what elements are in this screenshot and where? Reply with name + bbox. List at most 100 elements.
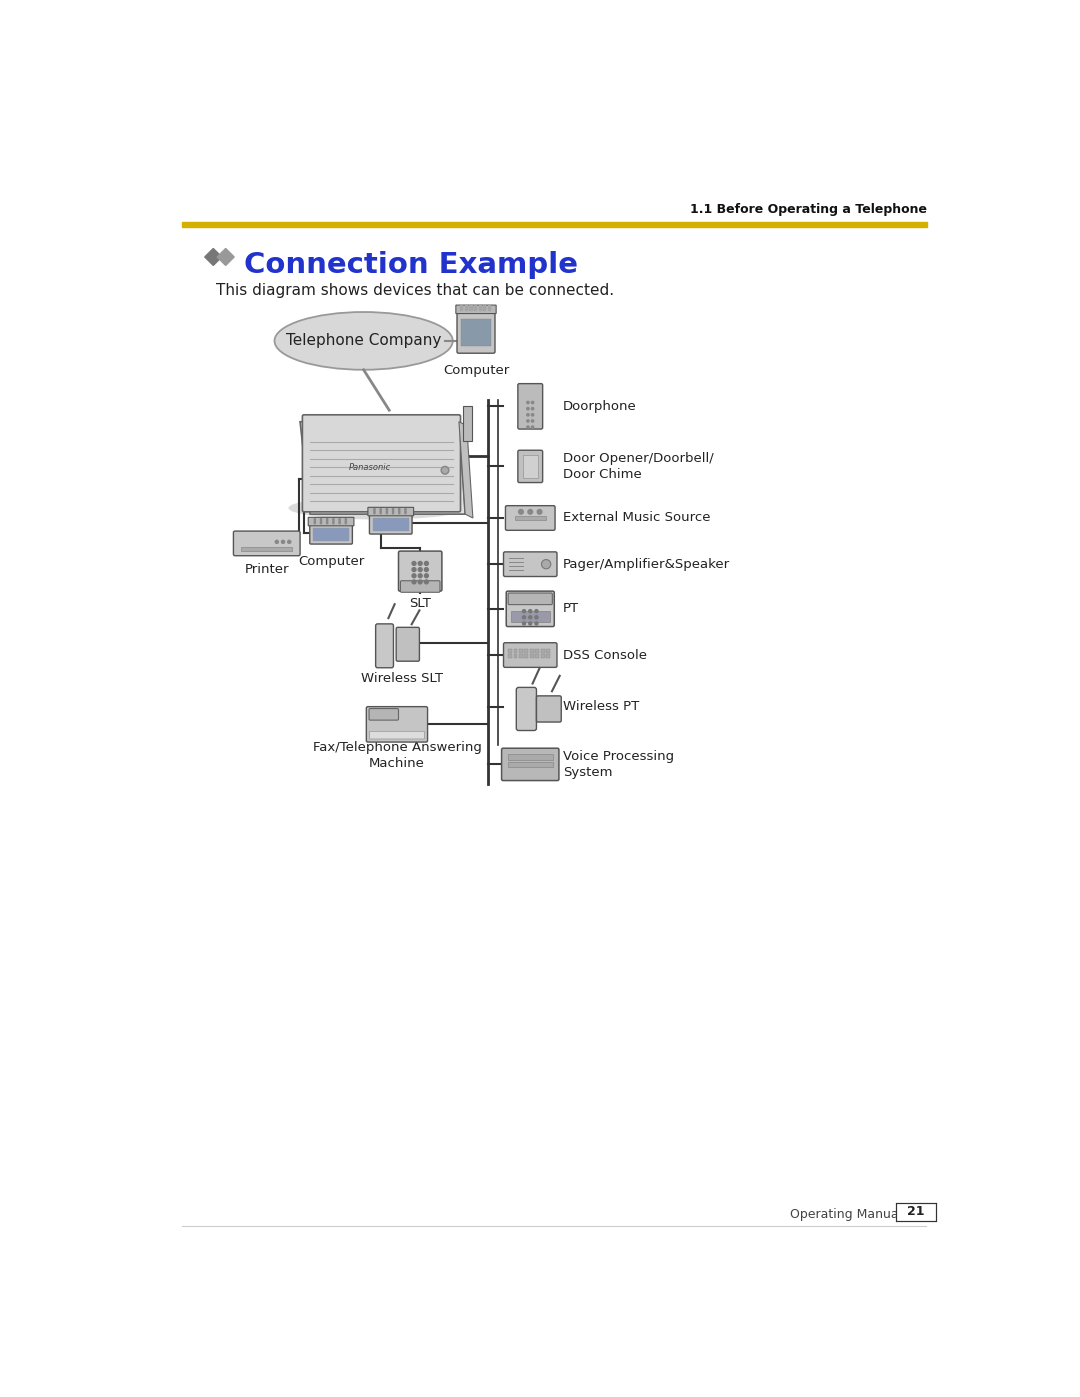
Bar [373, 518, 408, 531]
Bar [536, 654, 539, 658]
Bar [478, 309, 482, 312]
Circle shape [529, 616, 531, 619]
Circle shape [527, 420, 529, 422]
Circle shape [535, 616, 538, 619]
FancyBboxPatch shape [507, 591, 554, 627]
Circle shape [535, 609, 538, 613]
Circle shape [535, 622, 538, 624]
Polygon shape [205, 249, 221, 265]
Circle shape [441, 467, 449, 474]
Bar [519, 648, 523, 652]
FancyBboxPatch shape [376, 624, 393, 668]
Circle shape [523, 616, 526, 619]
Bar [525, 648, 528, 652]
Text: Fax/Telephone Answering
Machine: Fax/Telephone Answering Machine [312, 740, 482, 770]
FancyBboxPatch shape [399, 550, 442, 591]
Circle shape [424, 567, 429, 571]
Bar [508, 754, 553, 760]
FancyBboxPatch shape [517, 450, 542, 482]
FancyBboxPatch shape [401, 581, 440, 592]
FancyBboxPatch shape [501, 749, 559, 781]
Bar [241, 548, 293, 550]
Bar [541, 648, 544, 652]
Bar [460, 306, 463, 307]
Circle shape [418, 567, 422, 571]
Circle shape [418, 574, 422, 578]
FancyBboxPatch shape [537, 696, 562, 722]
Text: Printer: Printer [244, 563, 289, 576]
Bar [461, 320, 491, 345]
Text: DSS Console: DSS Console [563, 648, 647, 662]
Circle shape [527, 414, 529, 416]
Circle shape [424, 574, 429, 578]
Bar [523, 455, 538, 478]
Text: Voice Processing
System: Voice Processing System [563, 750, 674, 780]
Bar [464, 309, 468, 312]
Bar [488, 309, 491, 312]
Text: Wireless SLT: Wireless SLT [362, 672, 444, 685]
Bar [460, 307, 463, 309]
Text: Wireless PT: Wireless PT [563, 700, 639, 712]
Circle shape [531, 420, 534, 422]
Bar [508, 763, 553, 767]
Bar [470, 306, 473, 307]
Bar [484, 306, 486, 307]
Bar [464, 307, 468, 309]
Circle shape [424, 580, 429, 584]
Bar [470, 309, 473, 312]
Bar [460, 309, 463, 312]
Circle shape [413, 580, 416, 584]
Circle shape [413, 562, 416, 566]
Bar [181, 222, 927, 226]
FancyBboxPatch shape [503, 643, 557, 668]
Text: 21: 21 [907, 1206, 924, 1218]
Circle shape [527, 426, 529, 429]
Bar [474, 307, 477, 309]
FancyBboxPatch shape [505, 506, 555, 531]
FancyBboxPatch shape [517, 384, 542, 429]
Ellipse shape [288, 496, 467, 520]
Bar [488, 306, 491, 307]
FancyBboxPatch shape [509, 594, 552, 605]
Bar [464, 306, 468, 307]
Circle shape [531, 401, 534, 404]
FancyBboxPatch shape [369, 731, 424, 739]
FancyBboxPatch shape [310, 522, 352, 543]
Text: Pager/Amplifier&Speaker: Pager/Amplifier&Speaker [563, 557, 730, 571]
Bar [514, 648, 517, 652]
Ellipse shape [274, 312, 453, 370]
Bar [484, 307, 486, 309]
FancyBboxPatch shape [396, 627, 419, 661]
FancyBboxPatch shape [233, 531, 300, 556]
Circle shape [537, 510, 542, 514]
FancyBboxPatch shape [368, 507, 414, 515]
Bar [470, 307, 473, 309]
Bar [515, 515, 545, 520]
Bar [525, 654, 528, 658]
Text: Operating Manual: Operating Manual [789, 1208, 902, 1221]
FancyBboxPatch shape [503, 552, 557, 577]
Circle shape [518, 510, 524, 514]
Bar [511, 610, 550, 622]
Circle shape [527, 401, 529, 404]
Text: Telephone Company: Telephone Company [286, 334, 442, 348]
Bar [313, 528, 349, 541]
Circle shape [529, 622, 531, 624]
Bar [463, 407, 472, 441]
Bar [488, 307, 491, 309]
Text: This diagram shows devices that can be connected.: This diagram shows devices that can be c… [216, 284, 615, 299]
Circle shape [443, 468, 447, 472]
Bar [509, 654, 512, 658]
Circle shape [531, 426, 534, 429]
Bar [896, 1203, 936, 1221]
Circle shape [523, 622, 526, 624]
Text: Connection Example: Connection Example [243, 251, 578, 279]
Text: Computer: Computer [298, 555, 364, 567]
Circle shape [528, 510, 532, 514]
Text: External Music Source: External Music Source [563, 511, 711, 524]
FancyBboxPatch shape [308, 517, 354, 525]
Text: PT: PT [563, 602, 579, 615]
Bar [530, 654, 534, 658]
Bar [474, 306, 477, 307]
Bar [514, 654, 517, 658]
